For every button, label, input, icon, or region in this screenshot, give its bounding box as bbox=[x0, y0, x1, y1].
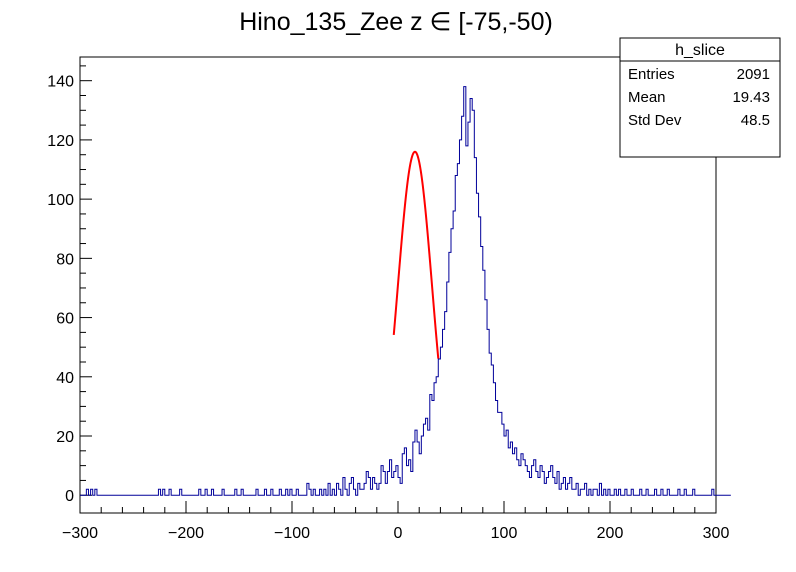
stats-box: h_slice Entries 2091 Mean 19.43 Std Dev … bbox=[619, 37, 781, 158]
x-axis: −300 −200 −100 0 100 200 300 bbox=[62, 501, 729, 542]
stats-entries-value: 2091 bbox=[737, 66, 770, 83]
x-tick-label: −200 bbox=[168, 525, 204, 542]
chart-title: Hino_135_Zee z ∈ [-75,-50) bbox=[239, 8, 553, 36]
stats-entries-label: Entries bbox=[628, 66, 675, 83]
x-tick-label: 200 bbox=[597, 525, 624, 542]
y-tick-label: 0 bbox=[65, 488, 74, 505]
y-tick-label: 60 bbox=[56, 311, 74, 328]
y-axis: 0 20 40 60 80 100 120 140 bbox=[47, 65, 92, 505]
gaussian-fit-line bbox=[392, 150, 440, 359]
stats-mean-value: 19.43 bbox=[732, 89, 770, 106]
stats-mean-label: Mean bbox=[628, 89, 666, 106]
stats-box-title: h_slice bbox=[675, 42, 725, 59]
stats-stddev-label: Std Dev bbox=[628, 112, 682, 129]
y-tick-label: 80 bbox=[56, 251, 74, 268]
y-tick-label: 20 bbox=[56, 429, 74, 446]
stats-box-frame bbox=[619, 37, 781, 158]
stats-stddev-value: 48.5 bbox=[741, 112, 770, 129]
x-tick-label: 300 bbox=[703, 525, 730, 542]
x-tick-label: −100 bbox=[274, 525, 310, 542]
x-tick-label: 100 bbox=[491, 525, 518, 542]
x-tick-label: 0 bbox=[394, 525, 403, 542]
y-tick-label: 120 bbox=[47, 133, 74, 150]
y-tick-label: 40 bbox=[56, 370, 74, 387]
y-tick-label: 100 bbox=[47, 192, 74, 209]
histogram-series bbox=[80, 86, 731, 496]
x-tick-label: −300 bbox=[62, 525, 98, 542]
y-tick-label: 140 bbox=[47, 74, 74, 91]
